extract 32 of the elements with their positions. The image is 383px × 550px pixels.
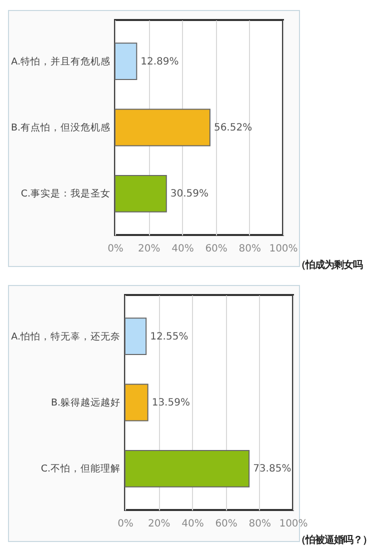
x-tick-label: 80% xyxy=(238,244,262,254)
y-tick-label: A.怕怕，特无辜，还无奈 xyxy=(11,330,120,342)
x-tick-label: 40% xyxy=(172,244,194,254)
bar xyxy=(124,318,147,356)
x-tick-label: 80% xyxy=(248,518,272,530)
bar xyxy=(124,450,250,488)
x-tick-label: 0% xyxy=(118,518,134,530)
y-tick-label: C.不怕，但能理解 xyxy=(40,462,120,475)
data-label: 12.89% xyxy=(140,56,179,68)
bar xyxy=(114,42,138,80)
bar xyxy=(114,108,210,146)
data-label: 73.85% xyxy=(253,464,292,475)
text: （怕被逼婚吗？） xyxy=(296,534,372,547)
data-label: 13.59% xyxy=(152,398,190,408)
y-tick-label: C.事实是：我是圣女 xyxy=(20,188,110,200)
x-tick-label: 0% xyxy=(108,244,124,254)
bar xyxy=(114,174,167,212)
data-label: 12.55% xyxy=(150,331,188,342)
y-tick-label: A.特怕，并且有危机感 xyxy=(11,55,110,68)
x-tick-label: 60% xyxy=(215,518,238,530)
data-label: 30.59% xyxy=(170,188,209,200)
x-tick-label: 20% xyxy=(138,244,160,254)
x-tick-label: 100% xyxy=(279,518,308,530)
bar xyxy=(124,384,148,422)
x-tick-label: 40% xyxy=(182,518,204,530)
x-tick-label: 20% xyxy=(148,518,170,530)
x-tick-label: 100% xyxy=(269,244,298,254)
y-tick-label: B.躲得越远越好 xyxy=(50,396,120,408)
data-label: 56.52% xyxy=(214,122,252,134)
text: （怕成为剩女吗 xyxy=(296,258,362,272)
y-tick-label: B.有点怕，但没危机感 xyxy=(10,122,110,134)
x-tick-label: 60% xyxy=(205,244,228,254)
